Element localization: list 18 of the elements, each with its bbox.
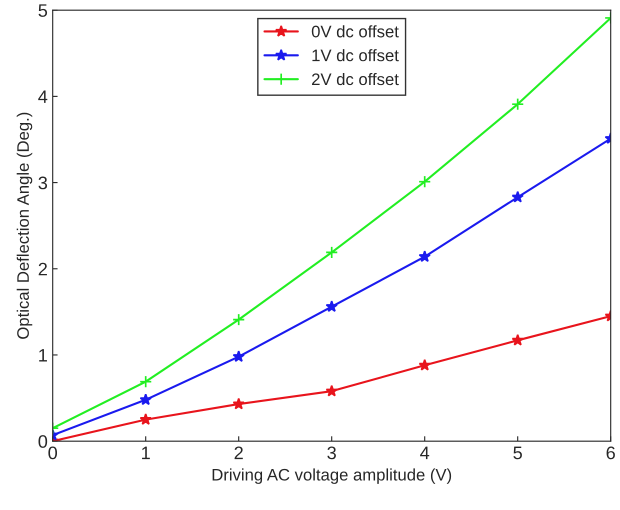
legend-label: 2V dc offset bbox=[312, 72, 399, 86]
x-tick-label: 0 bbox=[48, 446, 58, 460]
y-tick-label: 1 bbox=[39, 349, 47, 362]
x-tick-label: 4 bbox=[420, 446, 430, 460]
x-tick-label: 2 bbox=[234, 446, 243, 460]
x-tick-label: 5 bbox=[513, 446, 522, 460]
x-tick-label: 6 bbox=[606, 446, 615, 460]
y-axis-title: Optical Deflection Angle (Deg.) bbox=[16, 112, 32, 339]
legend-label: 0V dc offset bbox=[312, 25, 399, 38]
y-tick-label: 2 bbox=[38, 262, 47, 276]
y-tick-label: 3 bbox=[38, 176, 48, 190]
y-tick-label: 4 bbox=[38, 90, 48, 103]
y-tick-label: 5 bbox=[38, 4, 48, 17]
legend-label: 1V dc offset bbox=[312, 49, 399, 62]
y-tick-label: 0 bbox=[38, 435, 48, 448]
x-tick-label: 3 bbox=[327, 446, 336, 460]
x-tick-label: 1 bbox=[142, 446, 150, 460]
x-axis-title: Driving AC voltage amplitude (V) bbox=[212, 468, 452, 484]
